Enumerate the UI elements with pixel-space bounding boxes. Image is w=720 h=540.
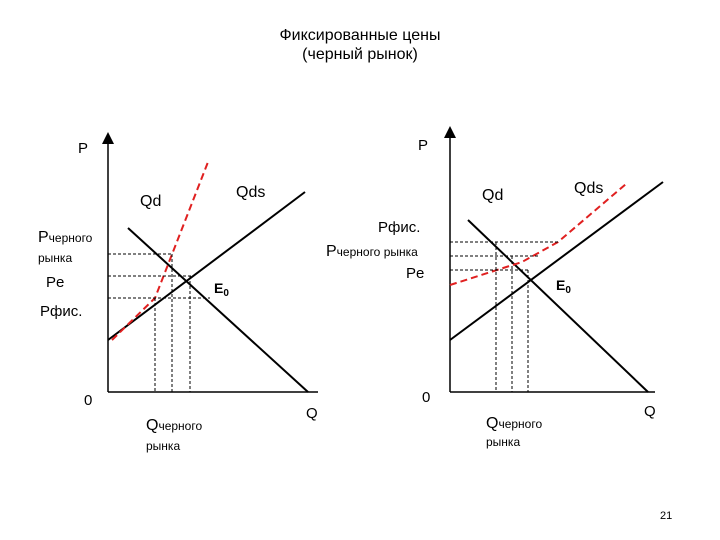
left-origin-label: 0 — [84, 392, 92, 409]
right-x-axis-label: Q — [644, 403, 656, 420]
slide-title: Фиксированные цены (черный рынок) — [0, 26, 720, 64]
right-demand-label: Qd — [482, 187, 503, 204]
left-black-market-supply — [111, 161, 209, 341]
left-demand-curve — [127, 227, 309, 393]
right-demand-curve — [467, 219, 649, 393]
left-supply-curve — [107, 191, 306, 341]
right-pe-label: Pe — [406, 265, 424, 282]
left-pe-label: Pe — [46, 274, 64, 291]
left-p-black-label-line2: рынка — [38, 251, 72, 265]
right-equilibrium-label: E0 — [556, 277, 571, 296]
right-origin-label: 0 — [422, 389, 430, 406]
right-supply-label: Qds — [574, 180, 603, 197]
right-graph: P Q 0 Qd Qds E0 Pфис. Pчерного рынка Pe … — [326, 126, 664, 449]
left-q-black-label-line2: рынка — [146, 439, 180, 453]
left-equilibrium-label: E0 — [214, 280, 229, 299]
left-graph: P Q 0 Qd Qds E0 Pчерного рынка Pe Pфис. … — [38, 132, 318, 453]
right-p-black-label: Pчерного рынка — [326, 243, 418, 260]
right-supply-curve — [449, 181, 664, 341]
left-pfix-label: Pфис. — [40, 303, 82, 320]
left-supply-label: Qds — [236, 184, 265, 201]
right-q-black-label-line2: рынка — [486, 435, 520, 449]
left-q-black-label: Qчерного — [146, 417, 202, 434]
left-p-black-label: Pчерного — [38, 229, 93, 246]
right-q-black-label: Qчерного — [486, 415, 542, 432]
page-number: 21 — [660, 510, 673, 522]
left-y-axis-label: P — [78, 140, 88, 157]
title-line-2: (черный рынок) — [302, 46, 418, 63]
right-y-axis-label: P — [418, 137, 428, 154]
right-pfix-label: Pфис. — [378, 219, 420, 236]
title-line-1: Фиксированные цены — [279, 27, 441, 44]
left-x-axis-label: Q — [306, 405, 318, 422]
left-demand-label: Qd — [140, 193, 161, 210]
right-black-market-supply — [449, 183, 627, 286]
